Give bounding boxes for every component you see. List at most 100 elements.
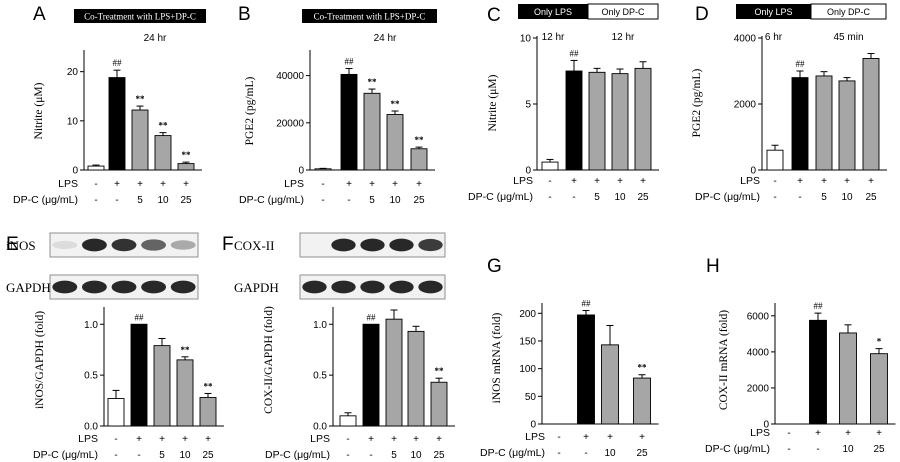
bar: [634, 67, 652, 171]
row-cell: +: [436, 434, 442, 445]
bar: [131, 109, 149, 171]
bar: [633, 377, 651, 425]
row-cell: +: [594, 176, 600, 187]
y-tick-label: 6000: [747, 311, 770, 322]
y-tick-label: 40000: [276, 71, 304, 82]
blot-band: [52, 240, 78, 250]
row-cell: -: [115, 195, 118, 206]
row-label: DP-C (μg/mL): [695, 191, 760, 203]
dpc-duration-label: 12 hr: [612, 32, 635, 43]
treatment-label: Co-Treatment with LPS+DP-C: [84, 12, 196, 22]
row-cell: +: [797, 176, 803, 187]
y-axis-label: Nitrite (μM): [33, 82, 45, 139]
panel-f: F COX-II GAPDH 0.0 0.5 1.0 COX-II/GAPDH (fold)…: [222, 232, 455, 461]
bar: [177, 163, 195, 171]
bar: [385, 318, 403, 427]
row-label: LPS: [513, 175, 533, 187]
bar: [838, 80, 856, 171]
row-cell: +: [845, 428, 851, 439]
blot-band: [52, 280, 78, 294]
bar: [870, 353, 888, 425]
y-tick-label: 20: [67, 67, 79, 78]
y-tick-label: 20000: [276, 118, 304, 129]
row-cell: 10: [410, 450, 422, 461]
panel-letter: H: [706, 256, 720, 277]
row-cell: 25: [433, 450, 445, 461]
row-label: DP-C (μg/mL): [480, 447, 545, 459]
lps-period-bar: [736, 4, 811, 19]
y-tick-label: 2000: [734, 100, 757, 111]
row-cell: -: [816, 444, 819, 455]
blot-band: [111, 280, 137, 294]
bar: [107, 398, 125, 427]
blot-label: GAPDH: [6, 280, 51, 295]
significance-marker: *: [877, 337, 882, 347]
blot-label: GAPDH: [234, 280, 279, 295]
y-axis-label: PGE2 (pg/mL): [244, 76, 256, 145]
row-cell: 10: [389, 195, 401, 206]
panel-g: G 0 50 100 150 200 iNOS mRNA (fold) ## ** LPS - + + +…: [480, 256, 659, 459]
row-cell: +: [392, 179, 398, 190]
dpc-duration-label: 45 min: [833, 32, 863, 43]
row-label: DP-C (μg/mL): [468, 191, 533, 203]
row-cell: -: [787, 428, 790, 439]
row-cell: +: [368, 434, 374, 445]
blot-band: [331, 238, 356, 252]
row-cell: +: [583, 432, 589, 443]
row-cell: -: [114, 434, 117, 445]
bar: [87, 165, 105, 171]
significance-marker: **: [136, 94, 146, 104]
panel-letter: E: [6, 234, 19, 255]
row-cell: 25: [202, 450, 214, 461]
significance-marker: ##: [570, 48, 580, 58]
significance-marker: ##: [582, 299, 592, 309]
row-cell: +: [391, 434, 397, 445]
y-tick-label: 2000: [747, 383, 770, 394]
treatment-bar: [74, 9, 206, 23]
bar: [340, 73, 358, 171]
lps-period-label: Only LPS: [754, 7, 792, 17]
y-tick-label: 50: [525, 392, 537, 403]
bar: [541, 161, 559, 171]
lps-duration-label: 6 hr: [765, 32, 783, 43]
lps-duration-label: 12 hr: [542, 32, 565, 43]
blot-band: [360, 280, 385, 294]
y-axis-label: COX-II/GAPDH (fold): [263, 306, 275, 414]
row-cell: 5: [594, 192, 600, 203]
significance-marker: **: [415, 135, 425, 145]
row-cell: +: [639, 432, 645, 443]
panel-letter: G: [487, 256, 502, 277]
row-cell: +: [205, 434, 211, 445]
row-cell: -: [369, 450, 372, 461]
row-cell: +: [868, 176, 874, 187]
bar: [153, 345, 171, 427]
row-cell: -: [137, 450, 140, 461]
row-cell: +: [114, 179, 120, 190]
row-cell: +: [137, 179, 143, 190]
y-tick-label: 1.0: [313, 320, 327, 331]
y-tick-label: 0: [298, 166, 304, 177]
row-cell: 10: [842, 444, 854, 455]
row-label: LPS: [78, 433, 98, 445]
y-axis-label: COX-II mRNA (fold): [718, 310, 730, 410]
y-tick-label: 5: [525, 100, 531, 111]
row-cell: -: [346, 450, 349, 461]
row-cell: -: [798, 192, 801, 203]
y-axis-label: iNOS mRNA (fold): [491, 312, 503, 403]
bar: [611, 73, 629, 171]
panel-h: H 0 2000 4000 6000 COX-II mRNA (fold) ## * LPS - +…: [705, 256, 896, 455]
row-cell: -: [787, 444, 790, 455]
row-cell: +: [183, 179, 189, 190]
row-cell: -: [548, 176, 551, 187]
row-cell: +: [182, 434, 188, 445]
y-tick-label: 0: [750, 166, 756, 177]
bar: [815, 75, 833, 171]
row-cell: 25: [636, 448, 648, 459]
row-cell: -: [321, 195, 324, 206]
significance-marker: ##: [135, 312, 145, 322]
y-tick-label: 100: [519, 364, 536, 375]
y-tick-label: 0.5: [313, 371, 327, 382]
y-tick-label: 0: [530, 420, 536, 431]
y-axis-label: Nitrite (μM): [487, 74, 499, 131]
row-cell: -: [557, 448, 560, 459]
